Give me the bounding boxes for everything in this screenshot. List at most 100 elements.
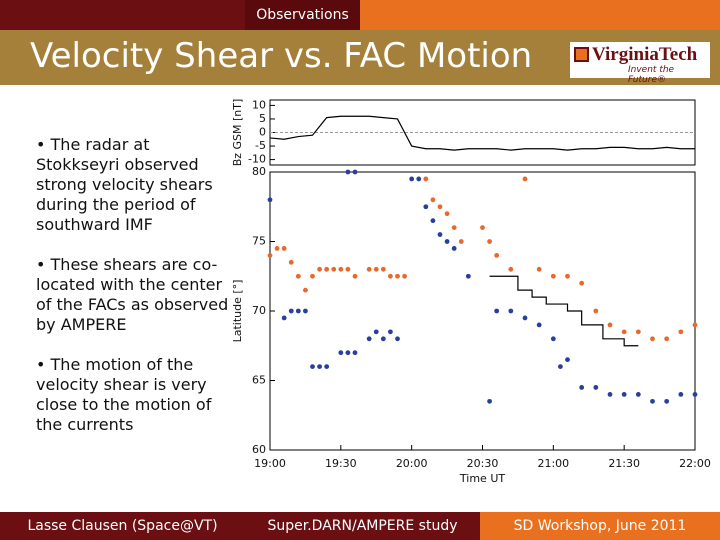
point (402, 273, 407, 279)
point (352, 169, 358, 175)
x-tick-label: 19:00 (254, 457, 286, 470)
y-axis-label: Bz GSM [nT] (231, 99, 244, 167)
point (373, 266, 379, 272)
bullet: The motion of the velocity shear is very… (36, 355, 231, 435)
y-tick-label: 0 (259, 126, 266, 139)
point (451, 225, 457, 231)
bullet-list: The radar at Stokkseyri observed strong … (36, 135, 231, 455)
point (295, 273, 301, 279)
point (338, 350, 344, 356)
point (395, 336, 400, 342)
step-line (489, 275, 639, 347)
point (437, 232, 443, 237)
point (338, 266, 344, 272)
point (650, 398, 655, 404)
line (269, 115, 695, 151)
y-tick-label: 75 (252, 235, 266, 248)
point (692, 392, 698, 397)
logo: VirginiaTech Invent the Future® (570, 42, 710, 85)
x-axis-label: Time UT (459, 472, 505, 485)
y-tick-label: 10 (252, 98, 266, 111)
y-tick-label: 80 (252, 165, 266, 178)
x-tick-label: 20:30 (467, 457, 499, 470)
y-tick-label: 60 (252, 443, 266, 456)
point (324, 266, 330, 272)
point (692, 322, 698, 328)
point (444, 211, 450, 217)
point (678, 329, 684, 335)
point (416, 176, 422, 182)
point (380, 266, 386, 272)
point (664, 336, 670, 342)
point (317, 364, 322, 369)
point (303, 287, 308, 293)
point (388, 329, 393, 335)
point (536, 322, 542, 328)
point (650, 336, 655, 342)
point (536, 266, 542, 272)
point (437, 204, 443, 210)
point (621, 329, 627, 335)
point (607, 392, 613, 397)
point (558, 364, 563, 369)
logo-tagline: Invent the Future® (628, 65, 675, 85)
point (579, 280, 585, 286)
point (395, 273, 400, 279)
point (678, 392, 684, 397)
x-tick-label: 19:30 (325, 457, 357, 470)
point (444, 239, 450, 244)
point (487, 398, 492, 404)
point (274, 246, 280, 251)
footer-right: SD Workshop, June 2011 (480, 512, 720, 540)
point (430, 197, 436, 203)
slide-title: Velocity Shear vs. FAC Motion (30, 36, 533, 76)
point (303, 308, 308, 314)
point (366, 336, 372, 342)
point (324, 364, 330, 369)
point (465, 273, 471, 279)
section-tab: Observations (245, 0, 360, 30)
point (565, 273, 570, 279)
point (373, 329, 379, 335)
point (494, 308, 500, 314)
bullet: The radar at Stokkseyri observed strong … (36, 135, 231, 235)
point (508, 308, 514, 314)
x-tick-label: 21:30 (608, 457, 640, 470)
point (621, 392, 627, 397)
y-tick-label: -5 (255, 139, 266, 152)
point (388, 273, 393, 279)
point (664, 398, 670, 404)
point (345, 350, 351, 356)
point (295, 308, 301, 314)
header-bar (0, 0, 245, 30)
point (607, 322, 613, 328)
point (593, 385, 599, 390)
point (310, 273, 315, 279)
y-axis-label: Latitude [°] (231, 280, 244, 343)
x-tick-label: 20:00 (396, 457, 428, 470)
point (380, 336, 386, 342)
point (494, 253, 500, 258)
point (288, 308, 294, 314)
point (345, 266, 351, 272)
point (430, 218, 436, 224)
point (331, 266, 337, 272)
point (451, 246, 457, 251)
x-tick-label: 22:00 (679, 457, 711, 470)
point (366, 266, 372, 272)
point (288, 259, 294, 265)
point (635, 392, 641, 397)
point (593, 308, 599, 314)
x-tick-label: 21:00 (537, 457, 569, 470)
point (487, 239, 492, 244)
point (635, 329, 641, 335)
point (508, 266, 514, 272)
y-tick-label: -10 (248, 153, 266, 166)
point (565, 357, 570, 363)
point (458, 239, 464, 244)
point (409, 176, 415, 182)
logo-text: VirginiaTech (592, 44, 698, 65)
point (310, 364, 315, 369)
